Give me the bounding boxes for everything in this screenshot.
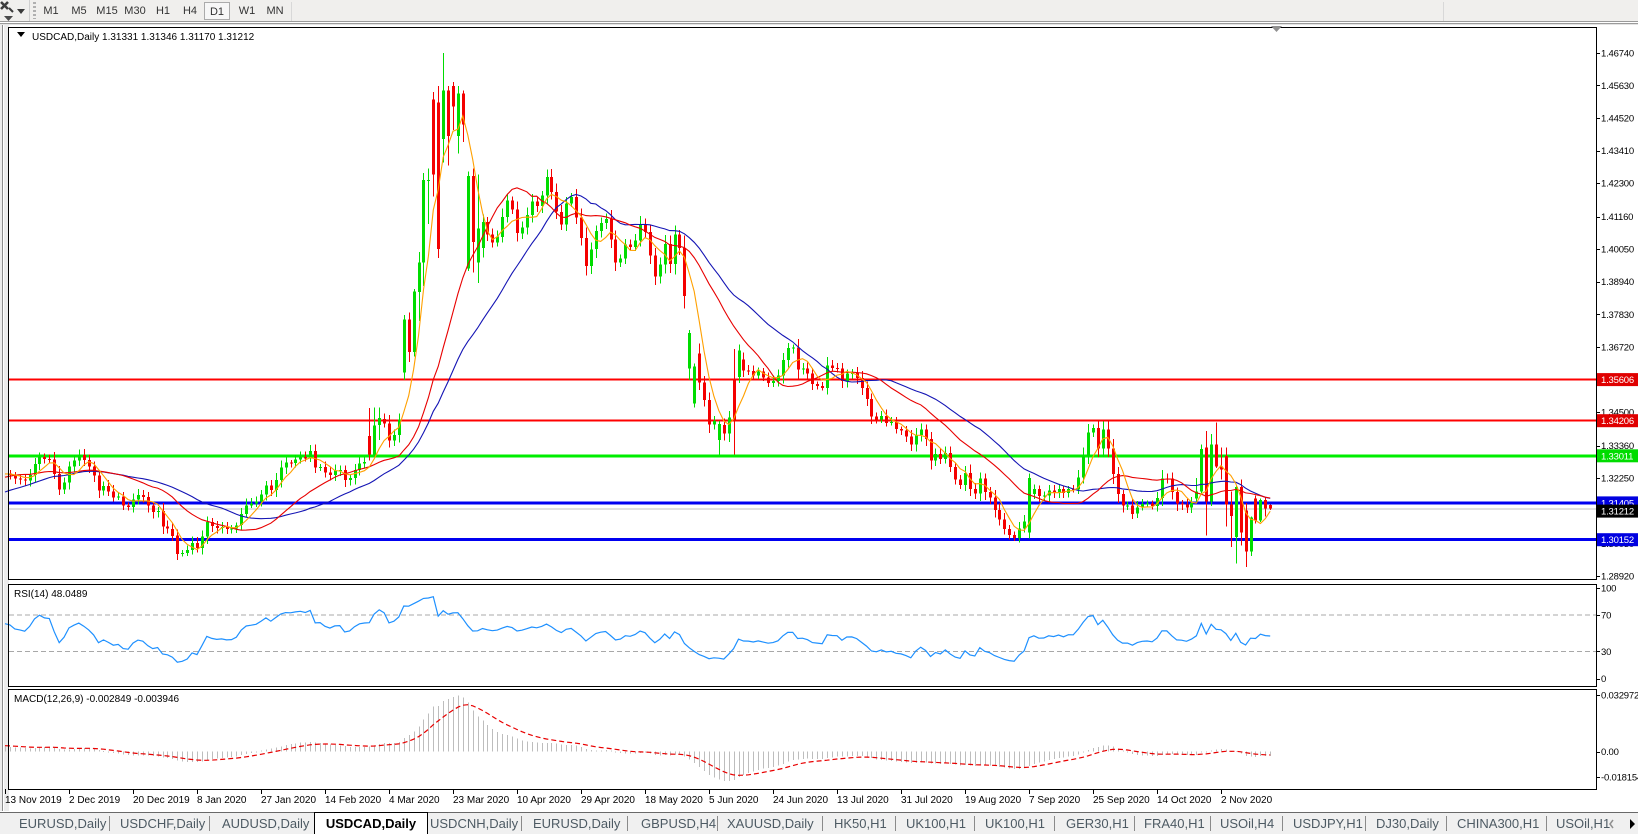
svg-text:MACD(12,26,9) -0.002849 -0.003: MACD(12,26,9) -0.002849 -0.003946 [14, 694, 180, 705]
svg-text:100: 100 [1601, 584, 1616, 595]
svg-text:1.34500: 1.34500 [1601, 408, 1634, 419]
svg-text:1.38940: 1.38940 [1601, 277, 1634, 288]
svg-text:0: 0 [1601, 674, 1606, 685]
svg-text:1.31212: 1.31212 [1601, 507, 1634, 518]
svg-text:1.34206: 1.34206 [1601, 416, 1634, 427]
svg-text:1.43410: 1.43410 [1601, 146, 1634, 157]
svg-text:31 Jul 2020: 31 Jul 2020 [901, 795, 953, 806]
svg-text:1.32250: 1.32250 [1601, 474, 1634, 485]
svg-text:1.33011: 1.33011 [1601, 451, 1633, 462]
svg-text:1.30152: 1.30152 [1601, 535, 1634, 546]
svg-text:14 Oct 2020: 14 Oct 2020 [1157, 795, 1212, 806]
svg-text:-0.018154: -0.018154 [1601, 773, 1638, 784]
svg-text:70: 70 [1601, 611, 1611, 622]
svg-text:7 Sep 2020: 7 Sep 2020 [1029, 795, 1081, 806]
svg-text:27 Jan 2020: 27 Jan 2020 [261, 795, 316, 806]
svg-text:5 Jun 2020: 5 Jun 2020 [709, 795, 759, 806]
svg-text:2 Dec 2019: 2 Dec 2019 [69, 795, 121, 806]
svg-text:20 Dec 2019: 20 Dec 2019 [133, 795, 190, 806]
svg-text:23 Mar 2020: 23 Mar 2020 [453, 795, 510, 806]
svg-text:1.31405: 1.31405 [1601, 498, 1634, 509]
svg-text:25 Sep 2020: 25 Sep 2020 [1093, 795, 1150, 806]
svg-text:13 Nov 2019: 13 Nov 2019 [5, 795, 62, 806]
svg-text:1.46740: 1.46740 [1601, 48, 1634, 59]
svg-text:RSI(14) 48.0489: RSI(14) 48.0489 [14, 589, 88, 600]
svg-text:4 Mar 2020: 4 Mar 2020 [389, 795, 440, 806]
svg-text:USDCAD,Daily 1.31331 1.31346: USDCAD,Daily 1.31331 1.31346 1.31170 1.3… [32, 32, 255, 43]
svg-text:2 Nov 2020: 2 Nov 2020 [1221, 795, 1273, 806]
svg-text:1.37830: 1.37830 [1601, 310, 1634, 321]
svg-text:29 Apr 2020: 29 Apr 2020 [581, 795, 635, 806]
svg-text:10 Apr 2020: 10 Apr 2020 [517, 795, 571, 806]
svg-text:8 Jan 2020: 8 Jan 2020 [197, 795, 247, 806]
svg-text:14 Feb 2020: 14 Feb 2020 [325, 795, 382, 806]
svg-text:1.42300: 1.42300 [1601, 179, 1634, 190]
svg-text:0.032972: 0.032972 [1601, 691, 1638, 702]
svg-text:1.28920: 1.28920 [1601, 571, 1634, 582]
svg-text:0.00: 0.00 [1601, 747, 1619, 758]
svg-text:1.35606: 1.35606 [1601, 375, 1634, 386]
svg-text:1.40050: 1.40050 [1601, 245, 1634, 256]
svg-text:18 May 2020: 18 May 2020 [645, 795, 703, 806]
svg-text:19 Aug 2020: 19 Aug 2020 [965, 795, 1022, 806]
svg-text:1.44520: 1.44520 [1601, 113, 1634, 124]
svg-text:1.33360: 1.33360 [1601, 441, 1634, 452]
svg-text:30: 30 [1601, 647, 1611, 658]
svg-text:24 Jun 2020: 24 Jun 2020 [773, 795, 828, 806]
svg-text:1.36720: 1.36720 [1601, 342, 1634, 353]
svg-text:1.41160: 1.41160 [1601, 212, 1633, 223]
svg-text:13 Jul 2020: 13 Jul 2020 [837, 795, 889, 806]
svg-text:1.45630: 1.45630 [1601, 81, 1634, 92]
